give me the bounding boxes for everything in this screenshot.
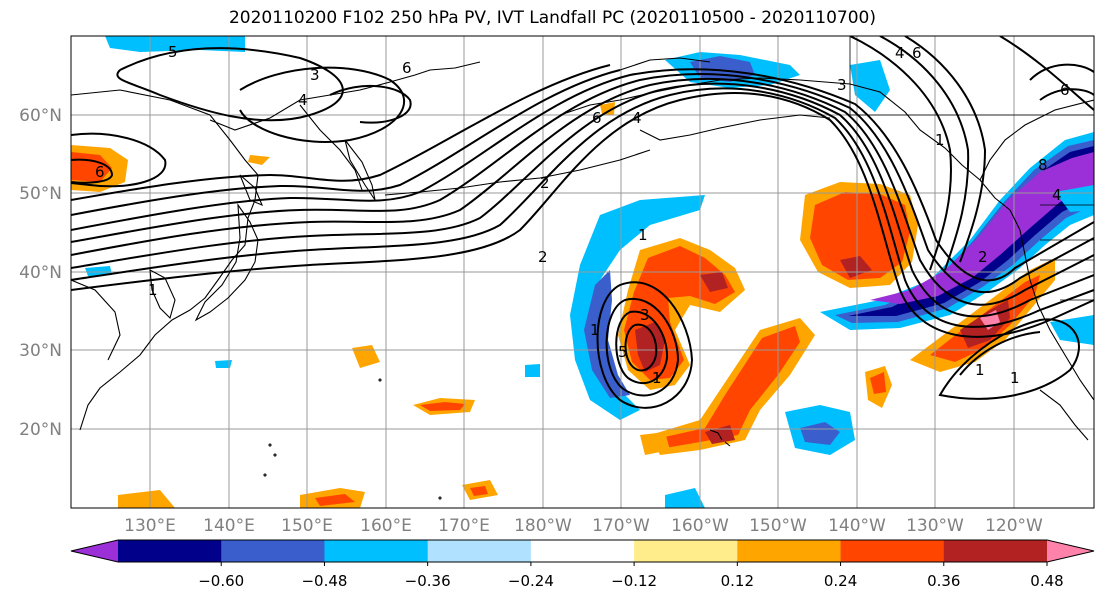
contour-label: 8 bbox=[1038, 156, 1048, 174]
pv-contour-line bbox=[904, 36, 987, 263]
pv-contour-line bbox=[71, 132, 167, 188]
longitude-labels: 130°E 140°E 150°E 160°E 170°E 180°W 170°… bbox=[124, 516, 1043, 536]
colorbar-box bbox=[118, 540, 222, 562]
lon-label: 150°E bbox=[281, 516, 333, 536]
colorbar-labels: −0.60 −0.48 −0.36 −0.24 −0.12 0.12 0.24 0.36 0.4… bbox=[198, 572, 1063, 590]
pv-contours bbox=[71, 36, 1094, 409]
ivt-negative-blob bbox=[570, 195, 705, 420]
lon-label: 150°W bbox=[749, 516, 807, 536]
pv-contour-line bbox=[615, 310, 669, 385]
pv-contour-line bbox=[1029, 63, 1094, 101]
colorbar-label: −0.60 bbox=[198, 572, 244, 590]
contour-label: 1 bbox=[590, 321, 600, 339]
colorbar-label: −0.48 bbox=[301, 572, 347, 590]
contour-labels: 5 3 4 6 4 6 3 1 1 6 6 4 2 2 1 1 3 5 1 1 … bbox=[95, 43, 1070, 387]
lon-label: 130°E bbox=[124, 516, 176, 536]
pv-contour-line bbox=[938, 318, 1080, 400]
pv-contour-line bbox=[71, 82, 1094, 318]
colorbar-label: −0.24 bbox=[508, 572, 554, 590]
pv-contour-line bbox=[596, 281, 694, 409]
colorbar-outline bbox=[70, 539, 1095, 563]
pv-contour-line bbox=[959, 331, 1041, 376]
contour-label: 5 bbox=[618, 343, 628, 361]
colorbar-label: −0.36 bbox=[405, 572, 451, 590]
contour-label: 1 bbox=[652, 369, 662, 387]
colorbar-box bbox=[530, 540, 635, 562]
contour-label: 6 bbox=[592, 109, 602, 127]
contour-label: 3 bbox=[837, 76, 847, 94]
contour-label: 4 bbox=[298, 91, 308, 109]
map-frame bbox=[70, 35, 1095, 509]
pv-contour-line bbox=[879, 36, 970, 271]
colorbar-segments bbox=[71, 540, 1094, 562]
colorbar-ticks bbox=[220, 562, 1048, 566]
map-title: 2020110200 F102 250 hPa PV, IVT Landfall… bbox=[228, 8, 876, 28]
contour-label: 2 bbox=[978, 248, 988, 266]
lon-label: 170°W bbox=[592, 516, 650, 536]
pv-contour-line bbox=[71, 77, 1094, 306]
colorbar: −0.60 −0.48 −0.36 −0.24 −0.12 0.12 0.24 0.36 0.4… bbox=[70, 539, 1095, 590]
contour-label: 6 bbox=[912, 44, 922, 62]
contour-label: 4 bbox=[895, 44, 905, 62]
pv-contour-line bbox=[999, 36, 1094, 111]
pv-contour-line bbox=[71, 64, 611, 201]
pv-contour-line bbox=[605, 297, 680, 397]
contour-label: 1 bbox=[935, 131, 945, 149]
contour-label: 6 bbox=[1060, 81, 1070, 99]
lon-label: 160°W bbox=[671, 516, 729, 536]
colorbar-label: 0.24 bbox=[824, 572, 857, 590]
pv-contour-line bbox=[71, 69, 621, 216]
lon-label: 120°W bbox=[985, 516, 1043, 536]
contour-label: 6 bbox=[402, 59, 412, 77]
pv-contour-line bbox=[71, 87, 1094, 328]
colorbar-box bbox=[221, 540, 325, 562]
lon-label: 140°W bbox=[828, 516, 886, 536]
lat-label: 20°N bbox=[19, 420, 62, 440]
contour-label: 2 bbox=[540, 174, 550, 192]
pv-contour-line bbox=[239, 66, 406, 143]
pv-contour-line bbox=[71, 73, 1094, 294]
colorbar-label: 0.36 bbox=[927, 572, 960, 590]
colorbar-box bbox=[427, 540, 532, 562]
colorbar-label: −0.12 bbox=[611, 572, 657, 590]
lat-label: 40°N bbox=[19, 263, 62, 283]
lat-label: 30°N bbox=[19, 341, 62, 361]
colorbar-box bbox=[324, 540, 429, 562]
pv-contour-line bbox=[116, 47, 344, 122]
contour-label: 2 bbox=[538, 248, 548, 266]
lon-label: 140°E bbox=[203, 516, 255, 536]
contour-label: 1 bbox=[148, 281, 158, 299]
colorbar-extend-high bbox=[1047, 540, 1094, 562]
colorbar-box bbox=[634, 540, 738, 562]
contour-label: 1 bbox=[638, 226, 648, 244]
lon-label: 130°W bbox=[906, 516, 964, 536]
pv-contour-line bbox=[71, 158, 114, 184]
contour-label: 6 bbox=[95, 163, 105, 181]
pv-contour-line bbox=[329, 84, 412, 124]
contour-label: 5 bbox=[168, 43, 178, 61]
colorbar-extend-low bbox=[71, 540, 118, 562]
pv-contour-line bbox=[624, 323, 658, 372]
contour-label: 3 bbox=[310, 66, 320, 84]
contour-label: 3 bbox=[640, 306, 650, 324]
lon-label: 170°E bbox=[438, 516, 490, 536]
contour-label: 1 bbox=[975, 361, 985, 379]
pv-contour-line bbox=[71, 91, 1094, 338]
colorbar-box bbox=[737, 540, 842, 562]
lat-label: 60°N bbox=[19, 106, 62, 126]
lat-label: 50°N bbox=[19, 184, 62, 204]
colorbar-box bbox=[840, 540, 945, 562]
colorbar-box bbox=[943, 540, 1048, 562]
lon-label: 160°E bbox=[360, 516, 412, 536]
pv-contour-line bbox=[849, 36, 952, 271]
pv-contour-line bbox=[71, 68, 1094, 282]
contour-label: 4 bbox=[1052, 186, 1062, 204]
contour-label: 1 bbox=[1010, 369, 1020, 387]
colorbar-label: 0.48 bbox=[1030, 572, 1063, 590]
contour-label: 4 bbox=[632, 109, 642, 127]
latitude-labels: 60°N 50°N 40°N 30°N 20°N bbox=[19, 106, 62, 440]
lon-label: 180°W bbox=[514, 516, 572, 536]
colorbar-label: 0.12 bbox=[721, 572, 754, 590]
